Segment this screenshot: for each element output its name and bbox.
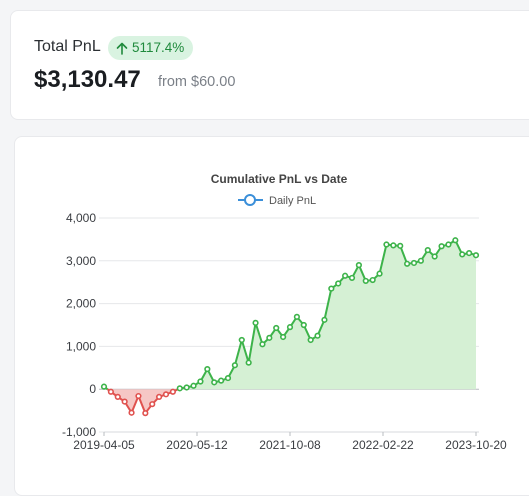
- data-point[interactable]: [135, 392, 142, 400]
- data-point[interactable]: [466, 249, 473, 257]
- data-point[interactable]: [286, 324, 294, 331]
- data-point[interactable]: [328, 285, 335, 292]
- data-point[interactable]: [397, 242, 404, 249]
- data-point[interactable]: [149, 401, 156, 408]
- pnl-starting-value: from $60.00: [158, 74, 236, 90]
- data-point[interactable]: [114, 393, 121, 401]
- total-pnl-card: Total PnL 5117.4% $3,130.47 from $60.00: [10, 10, 529, 120]
- data-point[interactable]: [245, 359, 252, 366]
- data-point[interactable]: [156, 393, 163, 401]
- y-tick-label: 3,000: [66, 254, 96, 268]
- y-tick-label: 1,000: [66, 339, 96, 353]
- data-point[interactable]: [100, 383, 108, 390]
- positive-area-fill: [178, 240, 477, 390]
- data-point[interactable]: [218, 377, 225, 384]
- pnl-change-percent: 5117.4%: [132, 40, 185, 55]
- y-tick-label: 4,000: [66, 211, 96, 225]
- pnl-change-badge: 5117.4%: [108, 36, 194, 60]
- data-point[interactable]: [238, 336, 245, 344]
- data-point[interactable]: [424, 246, 431, 254]
- y-tick-label: 0: [89, 382, 96, 396]
- data-point[interactable]: [169, 388, 176, 395]
- x-tick-label: 2020-05-12: [166, 438, 228, 452]
- data-point[interactable]: [362, 277, 369, 285]
- cumulative-pnl-chart[interactable]: Cumulative PnL vs Date Daily PnL 4,000 3,…: [15, 137, 529, 472]
- x-tick-label: 2023-10-20: [445, 438, 507, 452]
- data-point[interactable]: [438, 243, 445, 250]
- data-point[interactable]: [259, 341, 266, 348]
- data-point[interactable]: [252, 319, 259, 326]
- legend-label: Daily PnL: [269, 195, 316, 207]
- data-point[interactable]: [431, 253, 438, 260]
- x-tick-label: 2019-04-05: [73, 438, 135, 452]
- y-tick-label: 2,000: [66, 297, 96, 311]
- data-point[interactable]: [204, 365, 211, 373]
- data-point[interactable]: [273, 324, 280, 332]
- data-point[interactable]: [314, 332, 321, 339]
- data-point[interactable]: [307, 336, 314, 344]
- chart-legend[interactable]: Daily PnL: [238, 194, 316, 207]
- data-point[interactable]: [410, 259, 418, 267]
- data-point[interactable]: [280, 333, 287, 341]
- data-point[interactable]: [376, 270, 383, 277]
- data-point[interactable]: [128, 409, 135, 416]
- pnl-chart-card: Cumulative PnL vs Date Daily PnL 4,000 3,…: [14, 136, 529, 496]
- total-pnl-label: Total PnL: [34, 38, 101, 55]
- data-point[interactable]: [107, 388, 114, 395]
- data-point[interactable]: [231, 362, 238, 369]
- y-tick-label: -1,000: [62, 425, 96, 439]
- data-point[interactable]: [404, 260, 411, 267]
- data-point[interactable]: [355, 261, 362, 269]
- data-point[interactable]: [183, 384, 190, 391]
- data-point[interactable]: [121, 398, 128, 405]
- x-tick-label: 2021-10-08: [259, 438, 321, 452]
- chart-title: Cumulative PnL vs Date: [211, 172, 348, 186]
- data-point[interactable]: [452, 237, 459, 244]
- data-point[interactable]: [176, 385, 183, 392]
- data-point[interactable]: [321, 316, 328, 323]
- legend-marker-icon: [244, 194, 256, 206]
- data-point[interactable]: [369, 276, 376, 284]
- x-tick-label: 2022-02-22: [352, 438, 414, 452]
- data-point[interactable]: [211, 379, 218, 386]
- data-point[interactable]: [266, 334, 273, 341]
- data-point[interactable]: [162, 391, 170, 398]
- data-point[interactable]: [445, 241, 452, 248]
- data-point[interactable]: [335, 280, 342, 287]
- data-point[interactable]: [293, 313, 300, 320]
- data-point[interactable]: [459, 251, 466, 258]
- data-point[interactable]: [300, 321, 307, 329]
- data-point[interactable]: [190, 382, 197, 389]
- arrow-up-icon: [116, 42, 128, 55]
- data-point[interactable]: [142, 410, 149, 417]
- data-point[interactable]: [383, 241, 390, 248]
- data-point[interactable]: [197, 378, 204, 385]
- data-point[interactable]: [390, 242, 397, 249]
- data-point[interactable]: [342, 272, 349, 279]
- data-point[interactable]: [348, 274, 356, 282]
- data-point[interactable]: [224, 374, 232, 382]
- data-point[interactable]: [417, 257, 424, 264]
- total-pnl-value: $3,130.47: [34, 66, 141, 93]
- data-point[interactable]: [472, 252, 480, 259]
